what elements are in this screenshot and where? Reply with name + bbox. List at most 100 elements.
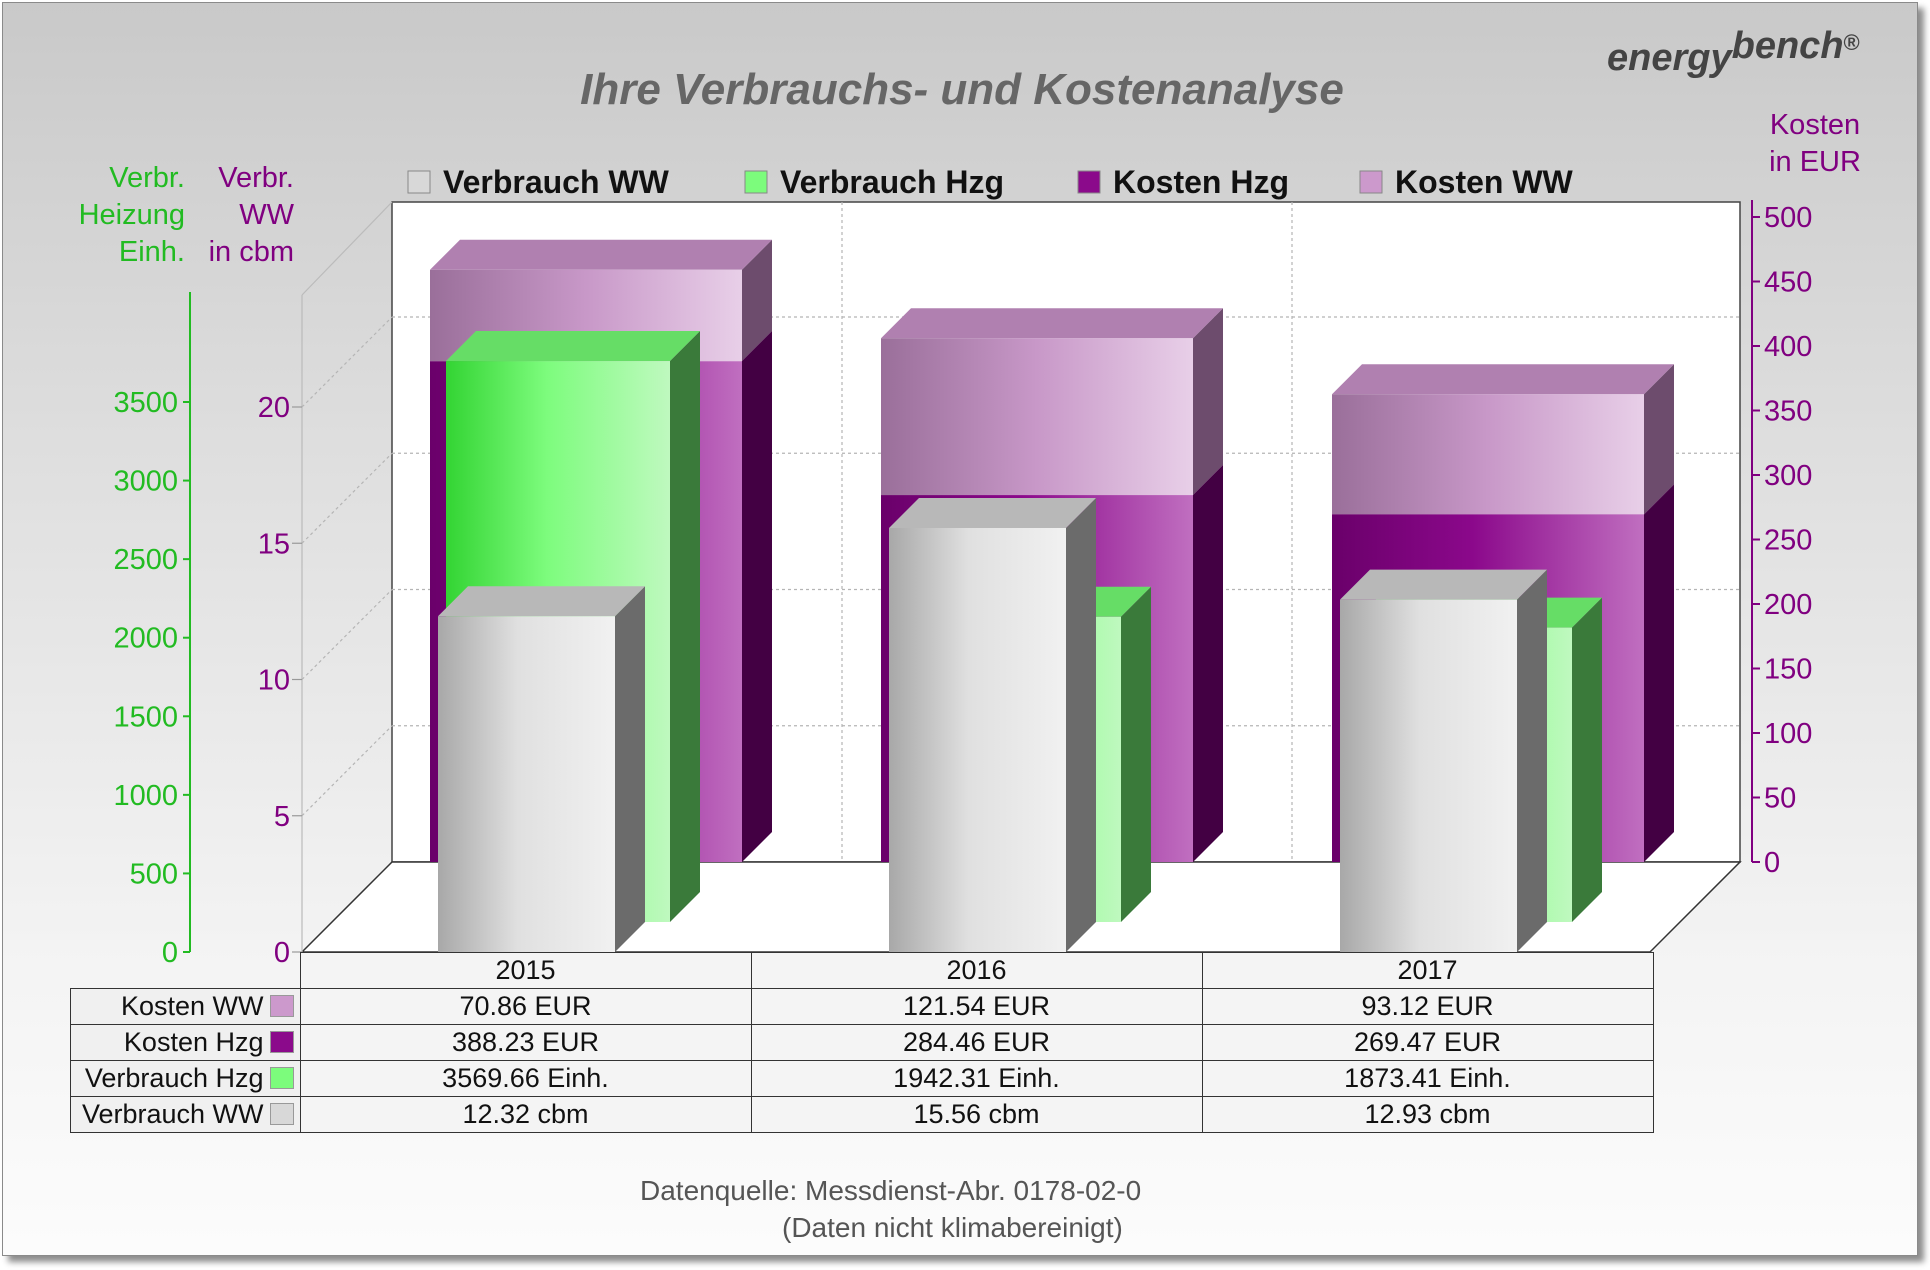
table-cell: 93.12 EUR <box>1201 988 1654 1025</box>
bar-kosten-ww-top <box>1332 364 1674 395</box>
kosten-tick-label: 150 <box>1764 654 1812 686</box>
table-cell: 70.86 EUR <box>299 988 752 1025</box>
table-row: Verbrauch Hzg 3569.66 Einh. 1942.31 Einh… <box>70 1060 1654 1097</box>
table-year-header: 2016 <box>750 952 1203 989</box>
ww-axis-title: WW <box>239 199 294 231</box>
kosten-tick-label: 0 <box>1764 847 1780 879</box>
table-row: Kosten Hzg 388.23 EUR 284.46 EUR 269.47 … <box>70 1024 1654 1061</box>
table-cell: 12.32 cbm <box>299 1096 752 1133</box>
row-label-text: Kosten WW <box>120 991 264 1021</box>
legend-swatch <box>1077 170 1101 194</box>
ww-tick-label: 10 <box>258 665 290 697</box>
ww-tick-label: 15 <box>258 528 290 560</box>
bar-verbrauch-ww-side <box>1066 497 1096 952</box>
table-cell: 1873.41 Einh. <box>1201 1060 1654 1097</box>
kosten-tick-label: 500 <box>1764 202 1812 234</box>
kosten-tick-label: 50 <box>1764 783 1796 815</box>
table-row-label: Verbrauch WW <box>70 1096 301 1133</box>
bar-verbrauch-ww-side <box>615 586 645 952</box>
row-label-text: Verbrauch WW <box>81 1099 264 1129</box>
grid-line <box>301 452 393 544</box>
kosten-tick-label: 400 <box>1764 331 1812 363</box>
kosten-tick-label: 300 <box>1764 460 1812 492</box>
table-corner <box>70 952 301 989</box>
table-cell: 388.23 EUR <box>299 1024 752 1061</box>
legend-label: Verbrauch WW <box>443 164 670 200</box>
bar-verbrauch-hzg-side <box>1572 597 1602 922</box>
bar-verbrauch-ww <box>889 497 1096 952</box>
legend-swatch <box>269 1031 294 1053</box>
brand-part-1: energy <box>1607 37 1733 79</box>
heizung-tick-label: 2500 <box>113 544 178 576</box>
heizung-tick-label: 3000 <box>113 466 178 498</box>
bar-kosten-ww <box>881 308 1223 496</box>
table-cell: 121.54 EUR <box>750 988 1203 1025</box>
bar-kosten-ww-front <box>881 338 1193 496</box>
bar-kosten-ww <box>1332 364 1674 515</box>
data-note-line: (Daten nicht klimabereinigt) <box>782 1212 1123 1243</box>
ww-axis-title: in cbm <box>209 236 294 268</box>
bar-verbrauch-ww-front <box>889 527 1066 952</box>
brand-mark: ® <box>1844 30 1860 55</box>
left-top-edge <box>301 201 393 296</box>
heizung-tick-label: 1500 <box>113 701 178 733</box>
legend-swatch <box>269 995 294 1017</box>
legend-swatch <box>744 170 768 194</box>
table-year-header: 2015 <box>299 952 752 989</box>
table-row-label: Verbrauch Hzg <box>70 1060 301 1097</box>
heizung-axis-title: Verbr. <box>109 162 185 194</box>
ww-tick-label: 20 <box>258 392 290 424</box>
bar-kosten-hzg-side <box>742 331 772 862</box>
table-cell: 269.47 EUR <box>1201 1024 1654 1061</box>
bar-kosten-ww-top <box>881 308 1223 339</box>
table-header-row: 2015 2016 2017 <box>70 952 1654 989</box>
bar-verbrauch-ww-front <box>1340 599 1517 952</box>
data-source-line: Datenquelle: Messdienst-Abr. 0178-02-0 <box>640 1175 1142 1206</box>
bar-kosten-ww-side <box>1193 308 1223 496</box>
bar-kosten-hzg-side <box>1644 484 1674 862</box>
legend-label: Kosten Hzg <box>1113 164 1289 200</box>
data-table: 2015 2016 2017 Kosten WW 70.86 EUR 121.5… <box>70 952 1654 1133</box>
row-label-text: Kosten Hzg <box>123 1027 264 1057</box>
bar-verbrauch-ww-top <box>438 586 645 617</box>
kosten-tick-label: 250 <box>1764 525 1812 557</box>
row-label-text: Verbrauch Hzg <box>84 1063 264 1093</box>
kosten-tick-label: 350 <box>1764 396 1812 428</box>
kosten-axis-title: Kosten <box>1770 109 1860 141</box>
bar-verbrauch-ww <box>1340 569 1547 952</box>
heizung-axis-title: Heizung <box>79 199 185 231</box>
table-cell: 284.46 EUR <box>750 1024 1203 1061</box>
table-year-header: 2017 <box>1201 952 1654 989</box>
table-cell: 1942.31 Einh. <box>750 1060 1203 1097</box>
brand-part-2: bench <box>1732 25 1844 67</box>
heizung-axis-title: Einh. <box>119 236 185 268</box>
table-cell: 12.93 cbm <box>1201 1096 1654 1133</box>
legend-label: Verbrauch Hzg <box>780 164 1004 200</box>
bar-kosten-ww-side <box>1644 364 1674 515</box>
kosten-tick-label: 200 <box>1764 589 1812 621</box>
brand-logo: energybench® <box>1607 25 1860 79</box>
ww-tick-label: 5 <box>274 801 290 833</box>
table-row-label: Kosten WW <box>70 988 301 1025</box>
kosten-tick-label: 100 <box>1764 718 1812 750</box>
bar-kosten-hzg-side <box>1193 465 1223 862</box>
table-cell: 15.56 cbm <box>750 1096 1203 1133</box>
bar-kosten-ww-side <box>742 239 772 362</box>
table-cell: 3569.66 Einh. <box>299 1060 752 1097</box>
kosten-tick-label: 450 <box>1764 267 1812 299</box>
legend-swatch <box>407 170 431 194</box>
bar-kosten-ww-front <box>1332 394 1644 515</box>
legend-swatch <box>1359 170 1383 194</box>
bar-verbrauch-ww-front <box>438 616 615 952</box>
bar-kosten-ww-top <box>430 239 772 270</box>
bar-verbrauch-ww-top <box>889 497 1096 528</box>
chart-title: Ihre Verbrauchs- und Kostenanalyse <box>580 65 1344 114</box>
ww-axis-title: Verbr. <box>218 162 294 194</box>
grid-line <box>301 589 393 680</box>
table-row-label: Kosten Hzg <box>70 1024 301 1061</box>
grid-line <box>301 725 393 817</box>
bar-verbrauch-hzg-side <box>1121 586 1151 922</box>
legend-swatch <box>269 1067 294 1089</box>
legend-label: Kosten WW <box>1395 164 1574 200</box>
